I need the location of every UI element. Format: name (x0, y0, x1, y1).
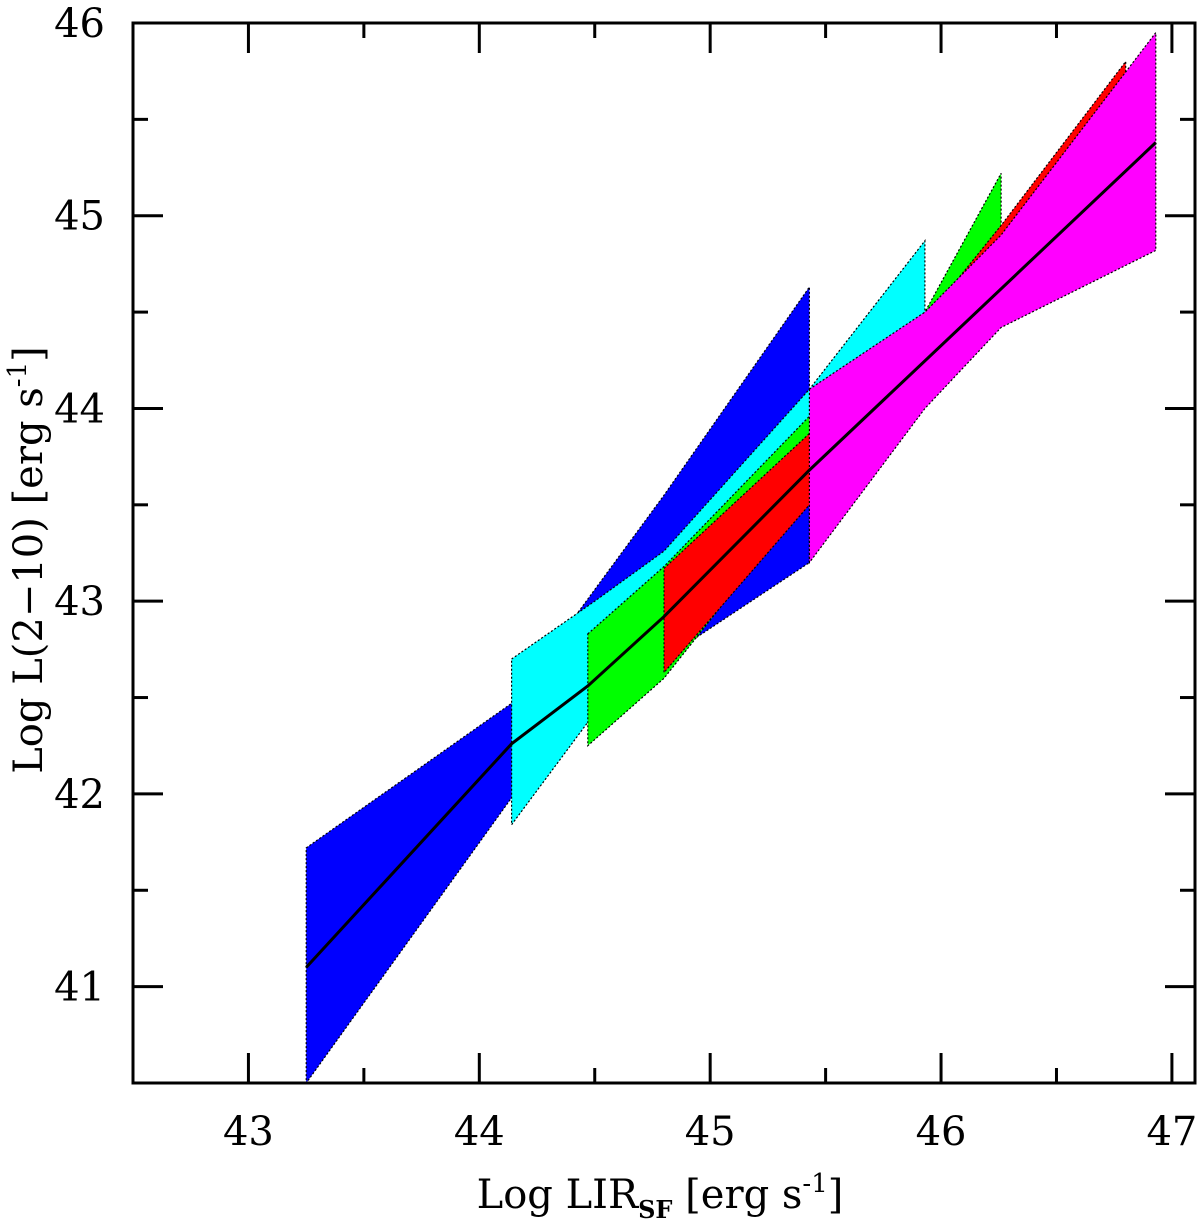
x-axis-title: Log LIRSF [erg s-1] (477, 1169, 844, 1222)
band-5 (808, 30, 1157, 565)
fit-line-layer (305, 141, 1157, 969)
x-axis-title-main: Log LIR (477, 1172, 640, 1218)
x-tick-label: 45 (685, 1109, 736, 1155)
x-axis-title-exp: -1 (802, 1169, 827, 1199)
fit-line (305, 141, 1157, 969)
x-axis-title-unit: [erg s (672, 1172, 802, 1218)
x-tick-label: 43 (223, 1109, 274, 1155)
tick-labels-layer: 43 44 45 46 47 41 42 43 44 45 46 (54, 1, 1197, 1155)
y-axis-title: Log L(2−10) [erg s-1] (3, 346, 52, 774)
y-tick-label: 46 (54, 1, 105, 47)
x-axis-title-sub: SF (638, 1195, 672, 1222)
y-axis-title-exp: -1 (3, 362, 33, 387)
x-tick-label: 47 (1146, 1109, 1197, 1155)
y-tick-label: 43 (54, 579, 105, 625)
y-tick-label: 45 (54, 194, 105, 240)
plot-frame (131, 21, 1197, 1085)
bands-layer (305, 30, 1157, 1083)
x-tick-label: 46 (916, 1109, 967, 1155)
y-axis-title-main: Log L(2−10) [erg s (6, 387, 52, 774)
y-tick-label: 42 (54, 772, 105, 818)
x-tick-label: 44 (454, 1109, 505, 1155)
y-tick-label: 44 (54, 386, 105, 432)
ticks-layer (133, 21, 1195, 1083)
y-axis-title-close: ] (6, 346, 52, 362)
y-tick-label: 41 (54, 965, 105, 1011)
x-axis-title-close: ] (828, 1172, 844, 1218)
